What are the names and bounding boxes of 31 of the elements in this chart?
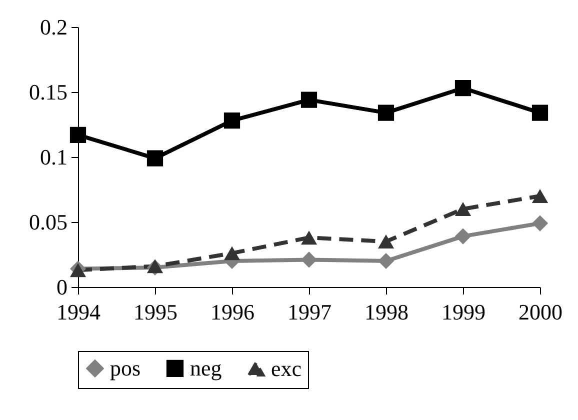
x-tick-label: 2000 xyxy=(518,300,562,324)
point xyxy=(532,189,548,203)
x-tick-label: 1999 xyxy=(442,300,486,324)
point xyxy=(70,126,86,143)
point xyxy=(224,246,240,260)
legend-label: neg xyxy=(190,355,222,380)
point xyxy=(300,230,318,245)
x-tick-label: 1994 xyxy=(56,300,100,324)
point xyxy=(532,104,548,121)
legend-label: pos xyxy=(110,355,141,380)
point xyxy=(454,228,472,244)
point xyxy=(300,92,318,108)
point xyxy=(378,252,394,270)
point xyxy=(146,150,164,166)
point xyxy=(532,215,548,232)
x-tick-label: 1995 xyxy=(134,300,178,324)
legend-label: exc xyxy=(271,356,302,381)
point xyxy=(378,234,394,248)
x-tick-label: 1996 xyxy=(210,300,254,324)
point xyxy=(300,252,318,268)
x-tick-label: 1998 xyxy=(364,300,408,324)
point xyxy=(378,104,394,121)
x-tick-label: 1997 xyxy=(288,300,332,324)
y-tick-label: 0.05 xyxy=(29,210,68,234)
y-tick-label: 0.2 xyxy=(40,14,68,40)
y-tick-label: 0.15 xyxy=(29,80,68,104)
point xyxy=(224,112,240,129)
y-tick-label: 0.1 xyxy=(40,144,68,170)
point xyxy=(454,80,472,96)
y-tick-label: 0 xyxy=(56,274,68,300)
point xyxy=(454,202,472,216)
